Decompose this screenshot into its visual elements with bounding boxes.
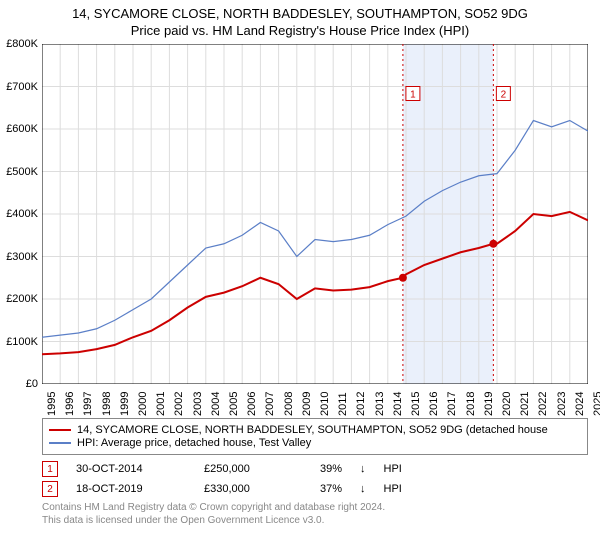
event-note-1: HPI: [384, 463, 402, 475]
x-tick-label: 2011: [337, 392, 349, 416]
legend-swatch-property: [49, 429, 71, 431]
y-tick-label: £700K: [6, 81, 42, 93]
x-tick-label: 2017: [446, 392, 458, 416]
x-tick-label: 2004: [210, 392, 222, 416]
legend-label-hpi: HPI: Average price, detached house, Test…: [77, 437, 311, 449]
chart-svg: 12: [42, 44, 588, 384]
x-tick-label: 2010: [319, 392, 331, 416]
x-tick-label: 2018: [465, 392, 477, 416]
event-badge-2: 2: [42, 481, 58, 497]
x-tick-label: 2007: [264, 392, 276, 416]
x-tick-label: 1995: [46, 392, 58, 416]
event-pct-2: 37%: [302, 483, 342, 495]
legend-label-property: 14, SYCAMORE CLOSE, NORTH BADDESLEY, SOU…: [77, 424, 548, 436]
x-tick-label: 2012: [355, 392, 367, 416]
footer-line-1: Contains HM Land Registry data © Crown c…: [42, 501, 588, 514]
footer-line-2: This data is licensed under the Open Gov…: [42, 514, 588, 527]
event-price-2: £330,000: [204, 483, 284, 495]
legend-swatch-hpi: [49, 442, 71, 444]
event-badge-1: 1: [42, 461, 58, 477]
svg-text:1: 1: [410, 90, 416, 101]
event-arrow-1: ↓: [360, 463, 366, 475]
legend-item-property: 14, SYCAMORE CLOSE, NORTH BADDESLEY, SOU…: [49, 424, 581, 436]
x-tick-label: 2025: [592, 392, 600, 416]
x-tick-label: 2022: [537, 392, 549, 416]
plot-region: 12: [42, 44, 588, 384]
x-tick-label: 2002: [173, 392, 185, 416]
x-tick-label: 2009: [301, 392, 313, 416]
event-note-2: HPI: [384, 483, 402, 495]
x-tick-label: 1996: [64, 392, 76, 416]
x-tick-label: 2019: [483, 392, 495, 416]
y-tick-label: £500K: [6, 166, 42, 178]
x-tick-label: 2023: [556, 392, 568, 416]
x-tick-label: 2000: [137, 392, 149, 416]
x-tick-label: 2005: [228, 392, 240, 416]
x-tick-label: 2001: [155, 392, 167, 416]
x-tick-label: 1999: [119, 392, 131, 416]
footer: Contains HM Land Registry data © Crown c…: [42, 501, 588, 527]
x-tick-label: 2003: [192, 392, 204, 416]
event-price-1: £250,000: [204, 463, 284, 475]
x-tick-label: 2021: [519, 392, 531, 416]
chart-title: 14, SYCAMORE CLOSE, NORTH BADDESLEY, SOU…: [0, 6, 600, 21]
event-date-2: 18-OCT-2019: [76, 483, 186, 495]
x-tick-label: 2020: [501, 392, 513, 416]
y-tick-label: £0: [26, 378, 42, 390]
event-arrow-2: ↓: [360, 483, 366, 495]
event-date-1: 30-OCT-2014: [76, 463, 186, 475]
y-tick-label: £100K: [6, 336, 42, 348]
y-tick-label: £800K: [6, 38, 42, 50]
x-tick-label: 2024: [574, 392, 586, 416]
x-tick-label: 2016: [428, 392, 440, 416]
legend-item-hpi: HPI: Average price, detached house, Test…: [49, 437, 581, 449]
y-tick-label: £200K: [6, 293, 42, 305]
y-tick-label: £400K: [6, 208, 42, 220]
event-pct-1: 39%: [302, 463, 342, 475]
chart-area: 12 £0£100K£200K£300K£400K£500K£600K£700K…: [42, 44, 588, 414]
x-tick-label: 1998: [101, 392, 113, 416]
x-tick-label: 2013: [374, 392, 386, 416]
y-tick-label: £600K: [6, 123, 42, 135]
x-tick-label: 1997: [82, 392, 94, 416]
events-table: 1 30-OCT-2014 £250,000 39% ↓ HPI 2 18-OC…: [42, 461, 588, 497]
x-tick-label: 2015: [410, 392, 422, 416]
x-tick-label: 2006: [246, 392, 258, 416]
event-row-2: 2 18-OCT-2019 £330,000 37% ↓ HPI: [42, 481, 588, 497]
event-row-1: 1 30-OCT-2014 £250,000 39% ↓ HPI: [42, 461, 588, 477]
y-tick-label: £300K: [6, 251, 42, 263]
legend: 14, SYCAMORE CLOSE, NORTH BADDESLEY, SOU…: [42, 418, 588, 455]
x-tick-label: 2014: [392, 392, 404, 416]
chart-subtitle: Price paid vs. HM Land Registry's House …: [0, 23, 600, 38]
svg-text:2: 2: [501, 90, 507, 101]
x-tick-label: 2008: [283, 392, 295, 416]
